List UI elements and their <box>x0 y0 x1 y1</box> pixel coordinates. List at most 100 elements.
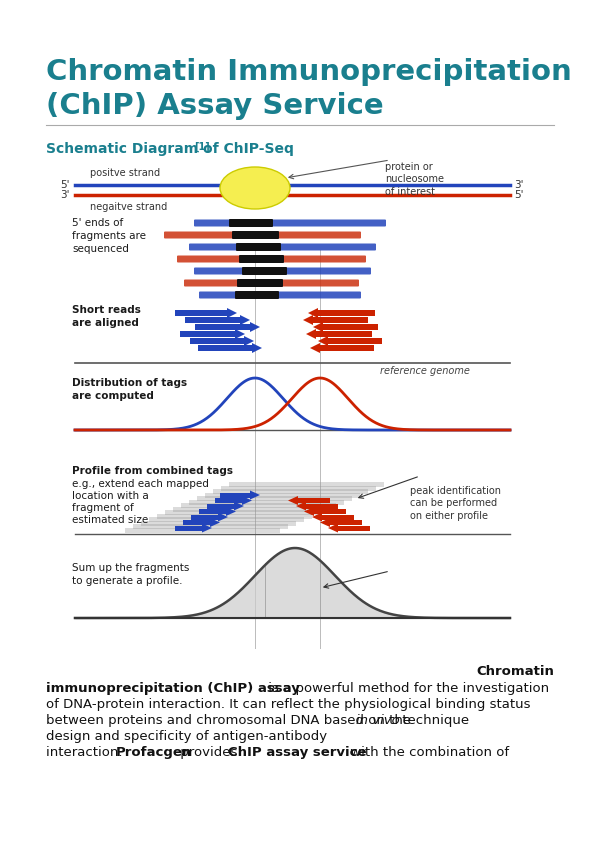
Text: [1]: [1] <box>194 142 210 153</box>
Text: immunoprecipitation (ChIP) assay: immunoprecipitation (ChIP) assay <box>46 682 300 695</box>
Text: interaction.: interaction. <box>46 746 127 759</box>
Text: peak identification
can be performed
on either profile: peak identification can be performed on … <box>410 486 501 521</box>
Text: Schematic Diagram of ChIP-Seq: Schematic Diagram of ChIP-Seq <box>46 142 294 156</box>
Text: Profile from combined tags: Profile from combined tags <box>72 466 233 476</box>
Bar <box>318 345 374 351</box>
Polygon shape <box>288 496 298 505</box>
Bar <box>125 527 280 533</box>
Text: with the combination of: with the combination of <box>346 746 509 759</box>
Bar <box>195 324 252 330</box>
Bar <box>205 493 360 498</box>
FancyBboxPatch shape <box>232 231 279 239</box>
Bar <box>220 493 252 498</box>
Bar <box>191 515 220 520</box>
Polygon shape <box>296 501 306 510</box>
Text: protein or
nucleosome
of interest: protein or nucleosome of interest <box>385 162 444 197</box>
Text: 5': 5' <box>514 190 523 200</box>
Bar <box>311 317 368 323</box>
Bar <box>221 486 376 490</box>
Text: reference genome: reference genome <box>380 366 470 376</box>
Bar <box>175 310 229 316</box>
FancyBboxPatch shape <box>184 280 359 287</box>
Bar <box>296 498 330 503</box>
Bar <box>183 520 212 525</box>
Text: 5' ends of
fragments are
sequenced: 5' ends of fragments are sequenced <box>72 218 146 254</box>
Bar <box>180 331 237 337</box>
Bar <box>207 504 236 509</box>
Bar <box>189 499 344 505</box>
Text: Chromatin: Chromatin <box>476 665 554 678</box>
Text: Sum up the fragments
to generate a profile.: Sum up the fragments to generate a profi… <box>72 563 190 586</box>
Polygon shape <box>250 490 260 499</box>
Text: (ChIP) Assay Service: (ChIP) Assay Service <box>46 92 383 120</box>
Text: Profacgen: Profacgen <box>116 746 192 759</box>
FancyBboxPatch shape <box>199 292 361 298</box>
Bar <box>149 517 304 522</box>
Bar <box>197 496 352 501</box>
Bar <box>133 524 288 529</box>
Bar <box>198 345 254 351</box>
Bar <box>215 498 244 503</box>
Bar <box>199 509 228 514</box>
Bar <box>336 526 370 531</box>
Bar <box>165 510 320 515</box>
Bar <box>185 317 242 323</box>
Polygon shape <box>306 329 316 339</box>
Bar <box>229 482 384 487</box>
Bar <box>326 338 382 344</box>
Polygon shape <box>234 501 244 510</box>
Text: technique: technique <box>398 714 469 727</box>
Polygon shape <box>318 336 328 346</box>
Bar <box>173 506 328 511</box>
Polygon shape <box>240 315 250 325</box>
Text: Chromatin Immunoprecipitation: Chromatin Immunoprecipitation <box>46 58 572 86</box>
Bar <box>314 331 372 337</box>
Bar <box>320 515 354 520</box>
Bar <box>304 504 338 509</box>
Text: estimated size: estimated size <box>72 515 148 525</box>
Text: in vivo: in vivo <box>356 714 400 727</box>
FancyBboxPatch shape <box>239 255 284 263</box>
FancyBboxPatch shape <box>164 232 361 238</box>
Text: 3': 3' <box>61 190 70 200</box>
Text: ChIP assay service: ChIP assay service <box>228 746 367 759</box>
FancyBboxPatch shape <box>236 243 281 251</box>
Text: e.g., extend each mapped: e.g., extend each mapped <box>72 479 209 489</box>
Polygon shape <box>226 507 236 516</box>
Polygon shape <box>242 496 252 505</box>
Bar <box>181 503 336 508</box>
Bar <box>321 324 378 330</box>
FancyBboxPatch shape <box>194 267 371 275</box>
FancyBboxPatch shape <box>242 267 287 275</box>
Polygon shape <box>310 343 320 353</box>
Polygon shape <box>320 518 330 527</box>
FancyBboxPatch shape <box>194 220 386 226</box>
Ellipse shape <box>220 167 290 209</box>
Bar <box>213 489 368 494</box>
Text: 3': 3' <box>514 180 523 190</box>
Text: of DNA-protein interaction. It can reflect the physiological binding status: of DNA-protein interaction. It can refle… <box>46 698 530 711</box>
Bar <box>190 338 246 344</box>
Polygon shape <box>252 343 262 353</box>
Polygon shape <box>218 512 228 522</box>
FancyBboxPatch shape <box>189 243 376 250</box>
Bar <box>157 514 312 518</box>
Text: is a powerful method for the investigation: is a powerful method for the investigati… <box>264 682 549 695</box>
Polygon shape <box>250 322 260 332</box>
Text: Short reads
are aligned: Short reads are aligned <box>72 305 141 328</box>
Polygon shape <box>308 308 318 318</box>
Text: between proteins and chromosomal DNA based on the: between proteins and chromosomal DNA bas… <box>46 714 415 727</box>
Bar <box>328 520 362 525</box>
Text: provides: provides <box>176 746 242 759</box>
Bar <box>175 526 204 531</box>
Text: design and specificity of antigen-antibody: design and specificity of antigen-antibo… <box>46 730 327 743</box>
Polygon shape <box>304 507 314 516</box>
Polygon shape <box>210 518 220 527</box>
FancyBboxPatch shape <box>177 255 366 263</box>
Text: location with a: location with a <box>72 491 149 501</box>
Polygon shape <box>235 329 245 339</box>
Bar <box>312 509 346 514</box>
Polygon shape <box>313 322 323 332</box>
Polygon shape <box>244 336 254 346</box>
Bar <box>141 521 296 526</box>
